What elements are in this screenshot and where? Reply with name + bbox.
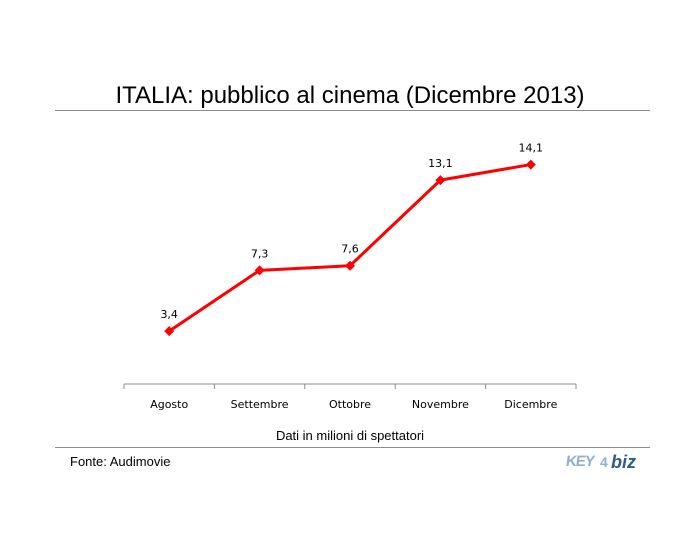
data-label: 7,3	[251, 247, 269, 260]
data-point-marker	[345, 260, 355, 271]
key4biz-logo: KEY 4 biz	[564, 452, 644, 474]
data-point-marker	[254, 265, 265, 276]
chart-title: ITALIA: pubblico al cinema (Dicembre 201…	[115, 82, 585, 109]
x-tick-label: Agosto	[150, 398, 188, 411]
footer-divider	[55, 447, 650, 448]
logo-four-text: 4	[600, 454, 608, 470]
data-label: 3,4	[160, 308, 178, 321]
x-tick-label: Settembre	[231, 398, 289, 411]
logo-key-text: KEY	[564, 453, 596, 470]
data-point-marker	[164, 326, 175, 337]
data-label: 14,1	[519, 142, 544, 155]
data-point-marker	[435, 175, 446, 186]
source-note: Fonte: Audimovie	[70, 454, 171, 469]
title-divider	[55, 110, 650, 111]
x-tick-label: Novembre	[412, 398, 469, 411]
data-label: 7,6	[341, 243, 359, 256]
logo-biz-text: biz	[611, 452, 636, 472]
line-chart: Agosto Settembre Ottobre Novembre Dicembre 3,…	[123, 142, 577, 411]
data-label: 13,1	[428, 157, 453, 170]
x-axis-label: Dati in milioni di spettatori	[275, 428, 425, 443]
data-point-marker	[525, 159, 536, 170]
x-tick-label: Dicembre	[504, 398, 557, 411]
x-tick-label: Ottobre	[329, 398, 371, 411]
